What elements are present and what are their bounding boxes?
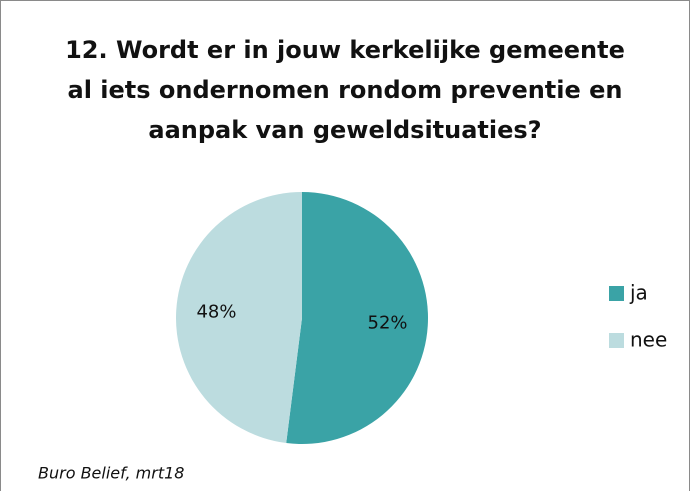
source: Buro Belief, mrt18: [38, 464, 184, 483]
pie-slice: [176, 192, 302, 444]
data-label: 48%: [196, 302, 236, 323]
legend-swatch: [609, 333, 624, 348]
legend-label: nee: [630, 328, 667, 352]
chart-title: 12. Wordt er in jouw kerkelijke gemeente…: [65, 36, 625, 144]
data-label: 52%: [368, 312, 408, 333]
pie-slice: [286, 192, 429, 444]
legend-label: ja: [629, 281, 648, 305]
legend-swatch: [609, 286, 624, 301]
